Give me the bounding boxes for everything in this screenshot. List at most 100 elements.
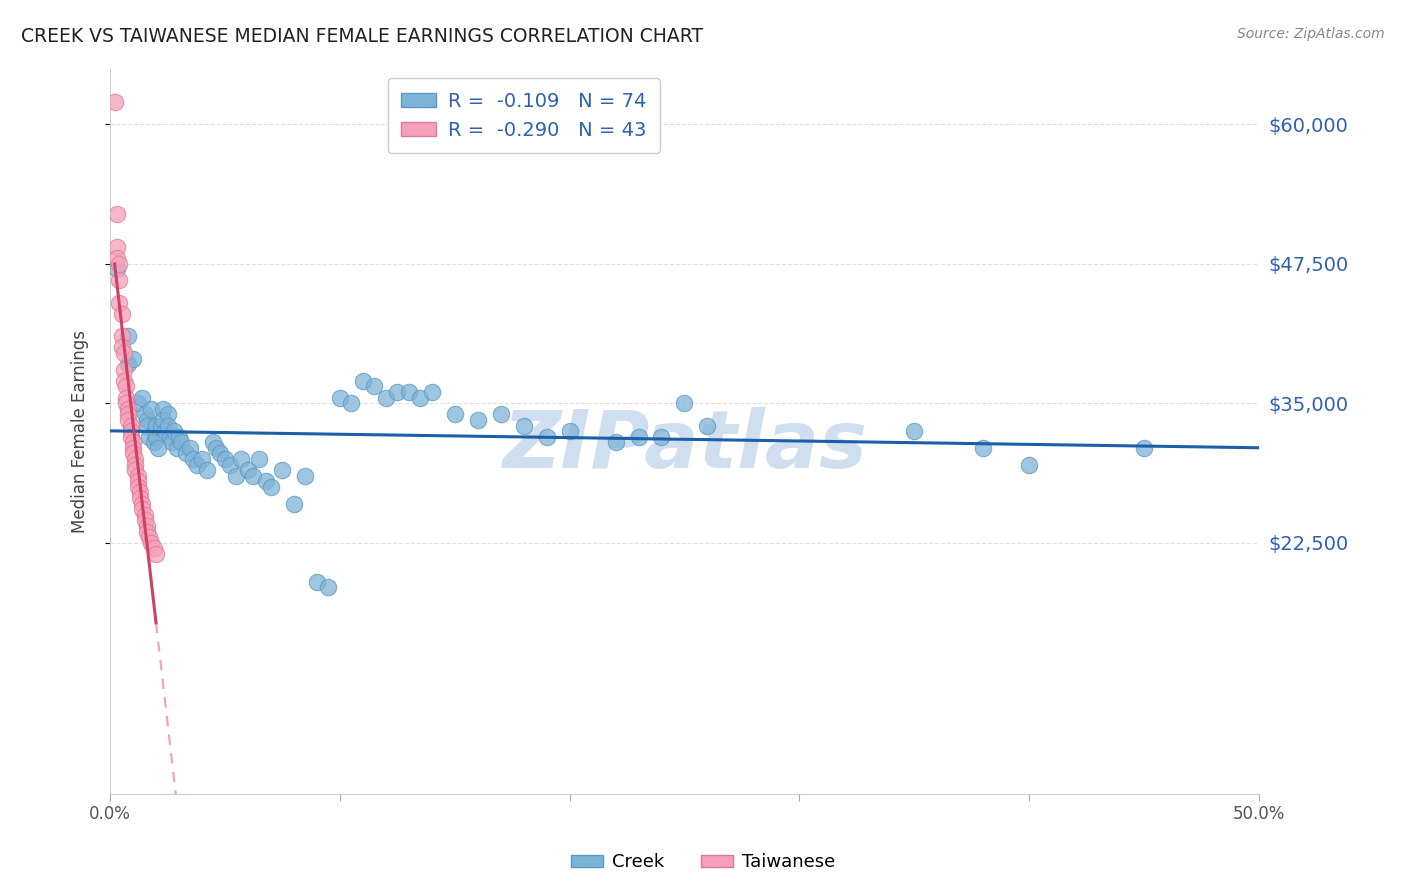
Point <box>124 463 146 477</box>
Point <box>110 329 132 343</box>
Point <box>148 441 170 455</box>
Text: Source: ZipAtlas.com: Source: ZipAtlas.com <box>1237 27 1385 41</box>
Point <box>127 396 149 410</box>
Point <box>387 385 409 400</box>
Point <box>110 307 132 321</box>
Point <box>1018 458 1040 472</box>
Point <box>254 475 277 489</box>
Point <box>135 418 157 433</box>
Point <box>398 385 420 400</box>
Point <box>131 497 153 511</box>
Point <box>117 357 139 371</box>
Point <box>202 435 225 450</box>
Point <box>115 396 138 410</box>
Point <box>179 441 201 455</box>
Point <box>120 430 142 444</box>
Point <box>117 413 139 427</box>
Point <box>138 430 160 444</box>
Point <box>558 424 581 438</box>
Point <box>134 408 156 422</box>
Point <box>142 435 165 450</box>
Point <box>156 408 179 422</box>
Point <box>124 452 146 467</box>
Y-axis label: Median Female Earnings: Median Female Earnings <box>72 330 89 533</box>
Point <box>152 413 174 427</box>
Point <box>112 346 135 360</box>
Point <box>163 424 186 438</box>
Point <box>138 530 160 544</box>
Point <box>131 502 153 516</box>
Point <box>340 396 363 410</box>
Point <box>650 430 672 444</box>
Point <box>108 295 131 310</box>
Point <box>142 541 165 556</box>
Point <box>124 458 146 472</box>
Point <box>166 441 188 455</box>
Point <box>115 379 138 393</box>
Point <box>112 363 135 377</box>
Legend: Creek, Taiwanese: Creek, Taiwanese <box>564 847 842 879</box>
Point <box>104 95 127 109</box>
Point <box>512 418 534 433</box>
Point <box>191 452 214 467</box>
Point <box>352 374 374 388</box>
Point <box>117 329 139 343</box>
Point <box>186 458 208 472</box>
Point <box>443 408 465 422</box>
Point <box>225 468 247 483</box>
Point <box>120 418 142 433</box>
Point <box>409 391 432 405</box>
Point <box>122 441 145 455</box>
Point <box>283 497 305 511</box>
Point <box>145 430 167 444</box>
Point <box>1133 441 1156 455</box>
Point <box>374 391 396 405</box>
Point <box>134 513 156 527</box>
Point <box>122 435 145 450</box>
Point <box>170 435 193 450</box>
Point <box>105 262 128 277</box>
Point <box>110 340 132 354</box>
Point <box>195 463 218 477</box>
Point <box>105 206 128 220</box>
Point <box>141 535 163 549</box>
Point <box>673 396 696 410</box>
Point <box>903 424 925 438</box>
Point <box>129 485 152 500</box>
Point <box>156 418 179 433</box>
Point <box>120 424 142 438</box>
Point <box>160 435 183 450</box>
Point <box>108 273 131 287</box>
Text: ZIPatlas: ZIPatlas <box>502 407 868 484</box>
Point <box>627 430 650 444</box>
Point <box>127 475 149 489</box>
Point <box>363 379 385 393</box>
Point <box>209 446 232 460</box>
Point <box>972 441 994 455</box>
Point <box>218 458 240 472</box>
Point <box>149 418 172 433</box>
Point <box>129 491 152 505</box>
Point <box>236 463 259 477</box>
Point <box>152 401 174 416</box>
Point <box>181 452 204 467</box>
Point <box>112 374 135 388</box>
Point <box>155 424 177 438</box>
Point <box>127 480 149 494</box>
Point <box>489 408 512 422</box>
Legend: R =  -0.109   N = 74, R =  -0.290   N = 43: R = -0.109 N = 74, R = -0.290 N = 43 <box>388 78 659 153</box>
Point <box>145 418 167 433</box>
Point <box>305 574 328 589</box>
Point <box>145 547 167 561</box>
Point <box>605 435 627 450</box>
Point <box>696 418 718 433</box>
Point <box>127 468 149 483</box>
Point <box>249 452 271 467</box>
Point <box>122 446 145 460</box>
Point <box>271 463 294 477</box>
Point <box>131 391 153 405</box>
Point <box>159 430 181 444</box>
Point <box>117 408 139 422</box>
Point <box>229 452 252 467</box>
Point <box>108 257 131 271</box>
